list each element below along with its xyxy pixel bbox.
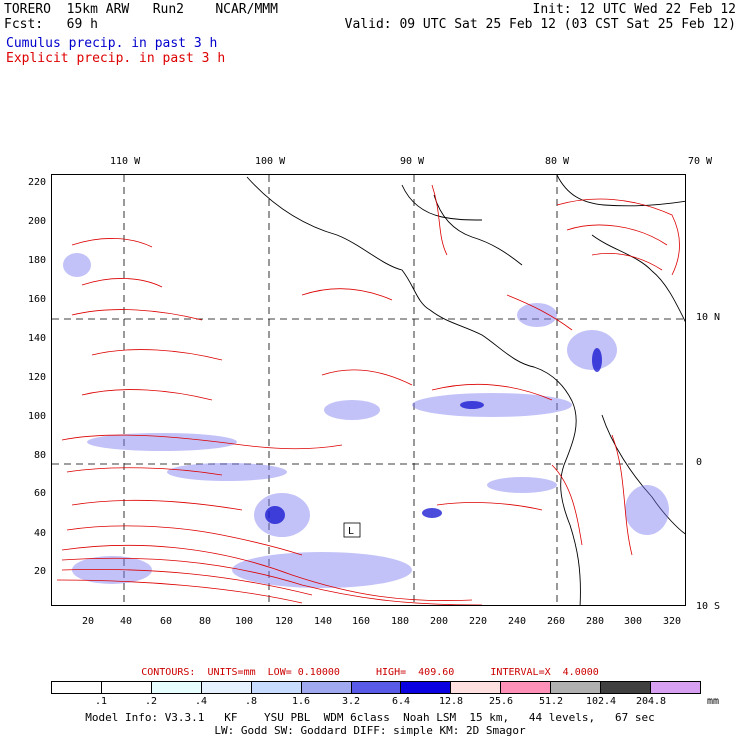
x-tick: 260 xyxy=(547,616,566,627)
x-tick: 20 xyxy=(82,616,95,627)
header-left: TORERO 15km ARW Run2 NCAR/MMM Fcst: 69 h xyxy=(4,2,278,32)
x-tick: 280 xyxy=(586,616,605,627)
forecast-hour: Fcst: 69 h xyxy=(4,17,98,32)
x-tick: 220 xyxy=(469,616,488,627)
y-tick: 120 xyxy=(27,372,46,383)
lat-label: 10 S xyxy=(696,601,721,612)
precip-map: L xyxy=(52,175,685,605)
colorbar-swatch xyxy=(101,682,152,693)
lon-label: 70 W xyxy=(688,156,713,167)
x-tick: 160 xyxy=(352,616,371,627)
graticule xyxy=(52,175,685,605)
colorbar-swatch xyxy=(351,682,402,693)
low-marker: L xyxy=(348,526,354,537)
colorbar-swatch xyxy=(52,682,102,693)
colorbar-swatch xyxy=(651,682,700,693)
y-tick: 220 xyxy=(27,177,46,188)
x-tick: 100 xyxy=(235,616,254,627)
colorbar-label: .4 xyxy=(194,696,208,707)
y-tick: 20 xyxy=(33,566,46,577)
x-tick: 80 xyxy=(199,616,212,627)
y-tick: 160 xyxy=(27,294,46,305)
valid-time: Valid: 09 UTC Sat 25 Feb 12 (03 CST Sat … xyxy=(344,17,736,32)
x-tick: 140 xyxy=(314,616,333,627)
lat-label: 10 N xyxy=(696,312,721,323)
x-tick: 200 xyxy=(430,616,449,627)
x-tick: 120 xyxy=(275,616,294,627)
lon-label: 90 W xyxy=(400,156,425,167)
y-tick: 60 xyxy=(33,488,46,499)
x-tick: 60 xyxy=(160,616,173,627)
y-tick: 200 xyxy=(27,216,46,227)
y-tick: 180 xyxy=(27,255,46,266)
heavy-precip-core xyxy=(265,348,602,524)
lon-label: 100 W xyxy=(255,156,286,167)
y-tick: 80 xyxy=(33,450,46,461)
low-marker-box xyxy=(343,522,361,538)
lat-label: 0 xyxy=(696,457,703,468)
map-panel: L xyxy=(51,174,686,606)
legend-explicit: Explicit precip. in past 3 h xyxy=(6,51,226,66)
colorbar xyxy=(51,681,701,694)
colorbar-swatch xyxy=(601,682,652,693)
x-tick: 40 xyxy=(120,616,133,627)
colorbar-label: 1.6 xyxy=(291,696,311,707)
lon-label: 110 W xyxy=(110,156,141,167)
init-time: Init: 12 UTC Wed 22 Feb 12 xyxy=(532,2,737,17)
colorbar-swatch xyxy=(401,682,452,693)
colorbar-swatch xyxy=(201,682,252,693)
colorbar-unit: mm xyxy=(707,696,720,707)
colorbar-label: .8 xyxy=(244,696,258,707)
coastlines xyxy=(246,175,685,605)
y-tick: 40 xyxy=(33,528,46,539)
y-tick: 100 xyxy=(27,411,46,422)
header-title: TORERO 15km ARW Run2 NCAR/MMM xyxy=(4,2,278,17)
x-tick: 240 xyxy=(508,616,527,627)
colorbar-label: 51.2 xyxy=(538,696,564,707)
colorbar-label: .2 xyxy=(144,696,158,707)
explicit-precip-contours xyxy=(56,184,680,605)
model-physics: LW: Godd SW: Goddard DIFF: simple KM: 2D… xyxy=(214,724,526,737)
colorbar-label: .1 xyxy=(94,696,108,707)
x-tick: 300 xyxy=(624,616,643,627)
colorbar-label: 204.8 xyxy=(635,696,667,707)
colorbar-swatch xyxy=(501,682,552,693)
colorbar-label: 102.4 xyxy=(585,696,617,707)
colorbar-swatch xyxy=(151,682,202,693)
contour-info: CONTOURS: UNITS=mm LOW= 0.10000 HIGH= 40… xyxy=(141,667,599,678)
colorbar-label: 12.8 xyxy=(438,696,464,707)
colorbar-swatch xyxy=(451,682,502,693)
x-tick: 180 xyxy=(391,616,410,627)
colorbar-label: 3.2 xyxy=(341,696,361,707)
x-tick: 320 xyxy=(663,616,682,627)
model-info: Model Info: V3.3.1 KF YSU PBL WDM 6class… xyxy=(85,711,655,724)
header-right: Init: 12 UTC Wed 22 Feb 12 Valid: 09 UTC… xyxy=(345,2,736,32)
colorbar-swatch xyxy=(251,682,302,693)
cumulus-precip-shading xyxy=(63,253,669,588)
colorbar-swatch xyxy=(551,682,602,693)
colorbar-label: 25.6 xyxy=(488,696,514,707)
y-tick: 140 xyxy=(27,333,46,344)
lon-label: 80 W xyxy=(545,156,570,167)
legend-cumulus: Cumulus precip. in past 3 h xyxy=(6,36,218,51)
colorbar-swatch xyxy=(301,682,352,693)
colorbar-label: 6.4 xyxy=(391,696,411,707)
